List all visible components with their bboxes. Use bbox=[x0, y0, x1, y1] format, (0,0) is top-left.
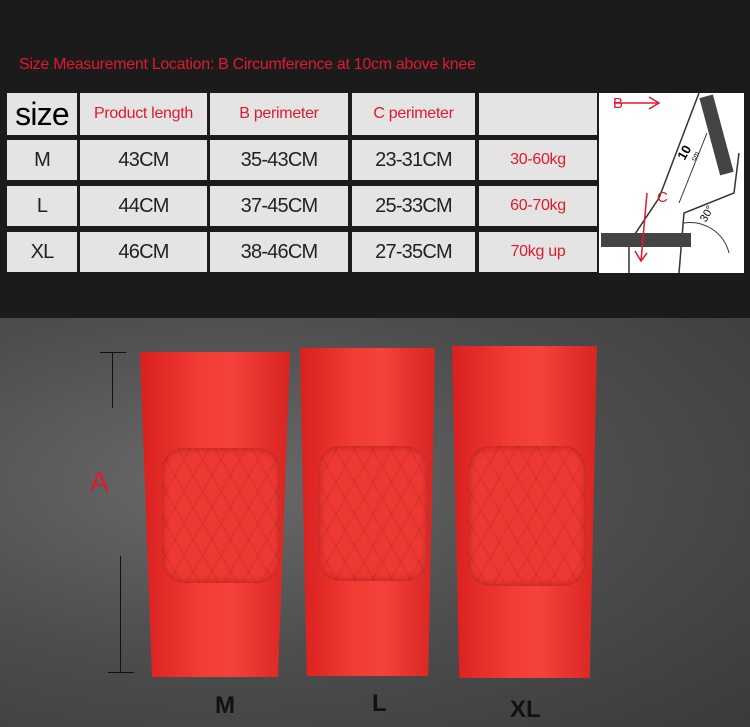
measurement-title: Size Measurement Location: B Circumferen… bbox=[19, 56, 476, 73]
size-label-m: M bbox=[215, 692, 235, 719]
measure-a-label: A bbox=[90, 466, 109, 497]
knee-pad-m bbox=[162, 448, 280, 583]
knee-pad-l bbox=[318, 446, 428, 581]
table-cell: XL bbox=[7, 232, 77, 272]
table-cell: M bbox=[7, 140, 77, 180]
label-b: B bbox=[613, 95, 624, 112]
measure-cap-top bbox=[100, 352, 126, 353]
table-cell: 43CM bbox=[80, 140, 207, 180]
measure-cap-bottom bbox=[108, 672, 134, 673]
product-photo: A M L XL bbox=[0, 318, 750, 727]
measure-line-top bbox=[112, 352, 113, 408]
header-b-perimeter: B perimeter bbox=[210, 93, 348, 135]
table-cell: L bbox=[7, 186, 77, 226]
table-cell: 27-35CM bbox=[352, 232, 475, 272]
header-weight bbox=[479, 93, 597, 135]
table-cell: 35-43CM bbox=[210, 140, 348, 180]
header-size: size bbox=[7, 93, 77, 135]
table-cell: 46CM bbox=[80, 232, 207, 272]
table-cell: 25-33CM bbox=[352, 186, 475, 226]
measure-line-bottom bbox=[120, 556, 121, 672]
table-cell: 60-70kg bbox=[479, 186, 597, 226]
knee-pad-xl bbox=[468, 446, 586, 586]
header-c-perimeter: C perimeter bbox=[352, 93, 475, 135]
table-cell: 30-60kg bbox=[479, 140, 597, 180]
size-label-l: L bbox=[372, 690, 387, 717]
size-chart: Size Measurement Location: B Circumferen… bbox=[0, 0, 750, 318]
label-c: C bbox=[657, 189, 668, 206]
table-cell: 70kg up bbox=[479, 232, 597, 272]
header-product-length: Product length bbox=[80, 93, 207, 135]
table-cell: 38-46CM bbox=[210, 232, 348, 272]
table-cell: 37-45CM bbox=[210, 186, 348, 226]
knee-diagram: B C 10 cm 30° bbox=[599, 92, 744, 274]
table-cell: 23-31CM bbox=[352, 140, 475, 180]
table-cell: 44CM bbox=[80, 186, 207, 226]
knee-illustration bbox=[601, 92, 740, 274]
size-label-xl: XL bbox=[510, 696, 541, 723]
